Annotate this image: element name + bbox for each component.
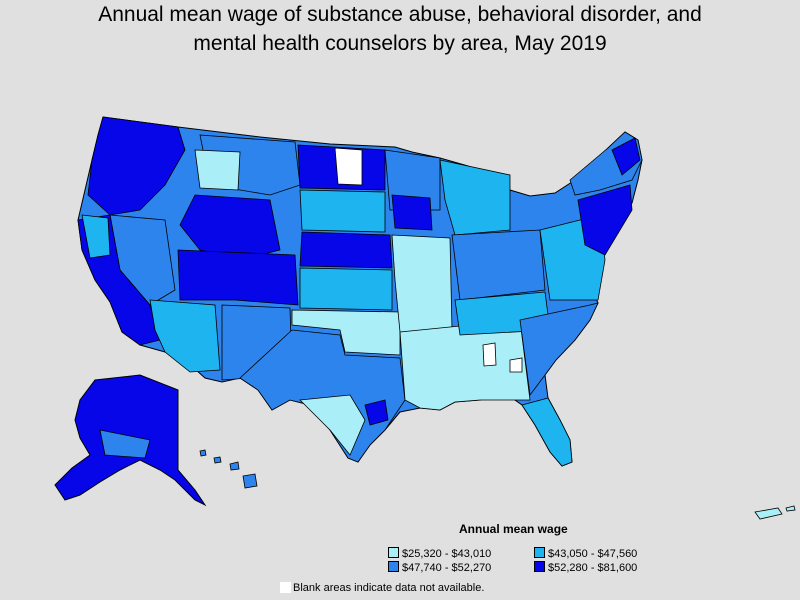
region-south-dakota — [299, 189, 386, 233]
region-mt-light — [194, 149, 241, 191]
region-georgia-carolinas — [519, 302, 599, 397]
region-midwest — [451, 229, 546, 301]
region-utah-colorado — [177, 249, 299, 306]
region-arizona — [149, 299, 221, 373]
region-minnesota — [384, 149, 441, 211]
hawaii-maui — [229, 461, 240, 471]
region-nd-blank — [334, 147, 363, 186]
title-line-1: Annual mean wage of substance abuse, beh… — [98, 3, 702, 26]
region-maine-dark — [611, 137, 641, 176]
region-pacific-northwest — [87, 116, 186, 216]
region-houston — [364, 399, 389, 426]
blank-area-alabama-2 — [509, 357, 523, 373]
map-title: Annual mean wage of substance abuse, beh… — [0, 0, 800, 58]
region-mn-dark — [391, 194, 433, 231]
region-northeast-corridor — [577, 184, 633, 256]
hawaii-kauai — [199, 449, 207, 457]
region-norcal-light — [81, 214, 111, 259]
virgin-islands — [785, 505, 796, 512]
region-texas — [239, 329, 406, 463]
title-line-2: mental health counselors by area, May 20… — [193, 32, 607, 55]
region-kansas — [299, 267, 393, 311]
alaska-south — [99, 429, 151, 459]
region-iowa-missouri — [391, 234, 453, 333]
blank-area-alabama — [482, 342, 497, 367]
puerto-rico — [754, 507, 783, 520]
region-wisconsin-michigan — [439, 159, 511, 236]
region-nebraska — [299, 231, 393, 269]
hawaii-oahu — [213, 456, 222, 464]
hawaii-main — [242, 473, 258, 489]
region-texas-south — [299, 394, 366, 456]
region-florida — [521, 397, 573, 467]
